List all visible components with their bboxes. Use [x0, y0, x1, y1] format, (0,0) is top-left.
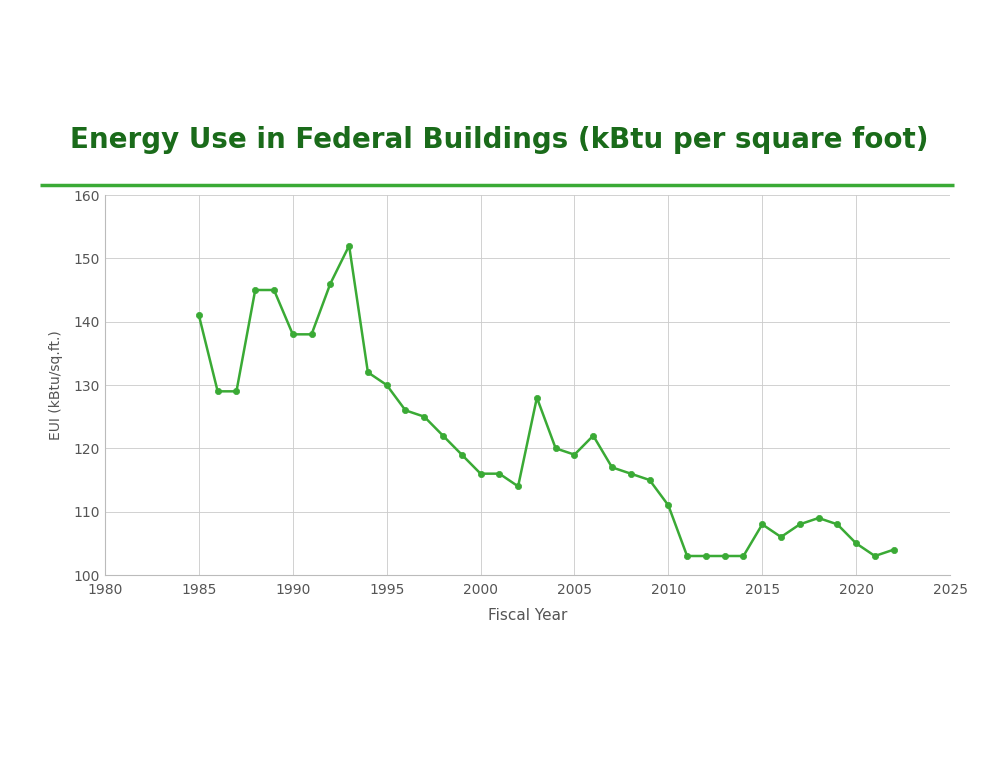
Y-axis label: EUI (kBtu/sq.ft.): EUI (kBtu/sq.ft.) — [49, 330, 63, 440]
Text: Energy Use in Federal Buildings (kBtu per square foot): Energy Use in Federal Buildings (kBtu pe… — [70, 126, 928, 154]
X-axis label: Fiscal Year: Fiscal Year — [488, 608, 568, 624]
